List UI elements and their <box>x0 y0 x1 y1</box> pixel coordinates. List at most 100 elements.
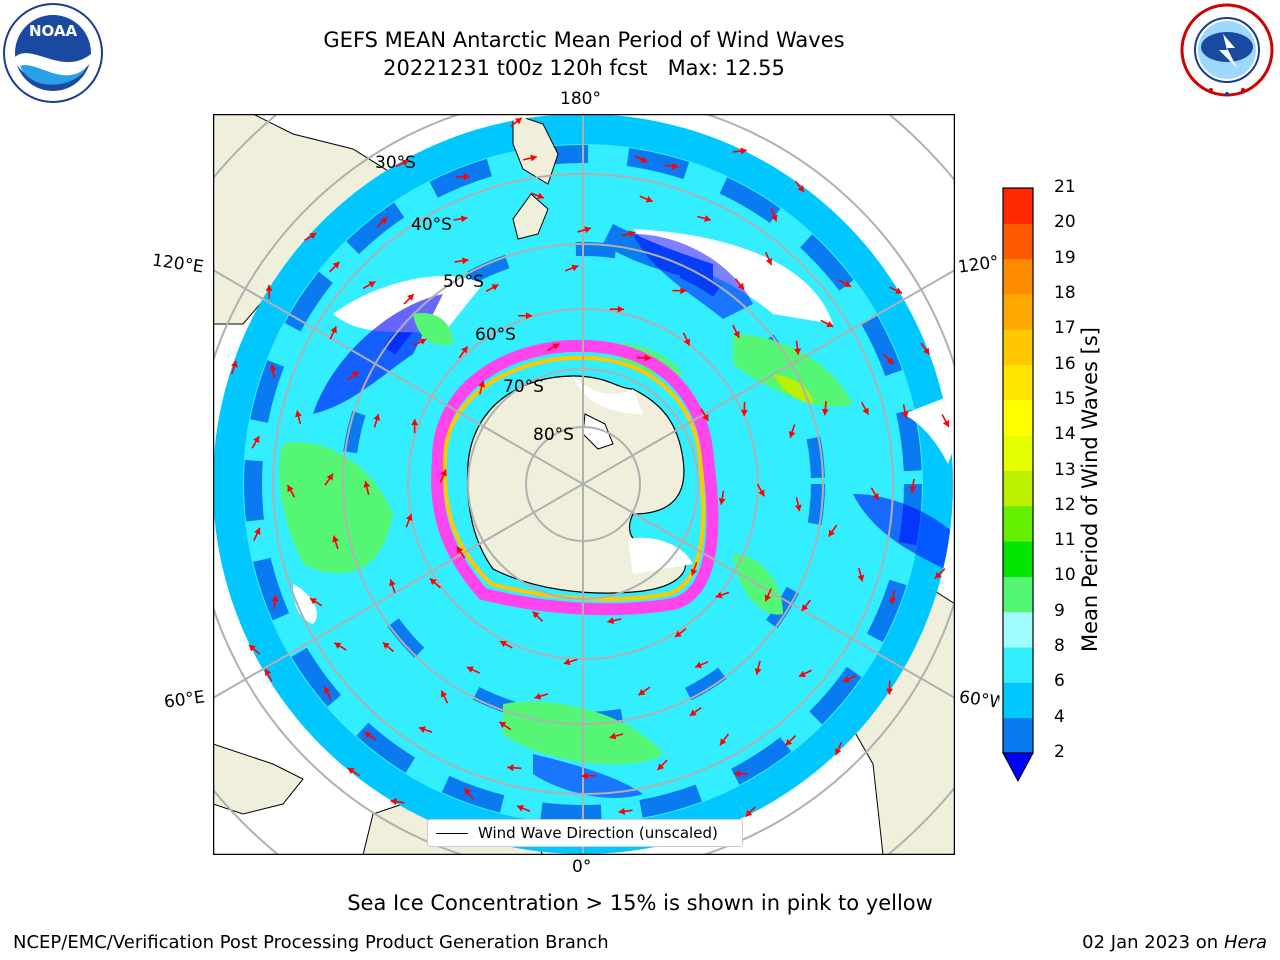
sea-ice-note: Sea Ice Concentration > 15% is shown in … <box>347 891 933 915</box>
wave-arrow-head <box>264 668 272 676</box>
noaa-logo: NOAA <box>3 3 103 103</box>
wave-arrow-head <box>407 294 414 301</box>
wave-arrow-head <box>563 658 571 666</box>
wave-arrow-head <box>295 410 302 418</box>
lat-label-80s: 80°S <box>533 425 574 445</box>
wave-arrow-head <box>862 407 869 415</box>
wind-wave-arrows <box>230 117 950 848</box>
wave-arrow-head <box>364 732 372 739</box>
wave-arrow-head <box>785 738 793 746</box>
colorbar-segment <box>1003 647 1033 683</box>
lon-label-60w: 60°W <box>957 687 1001 713</box>
colorbar-tick: 11 <box>1054 530 1076 551</box>
colorbar-segment <box>1003 329 1033 366</box>
wave-arrow-head <box>500 641 507 648</box>
wave-arrow-head <box>419 338 427 345</box>
wave-arrow-head <box>507 764 514 772</box>
colorbar-tick: 14 <box>1054 424 1076 445</box>
wave-arrow-head <box>674 630 682 638</box>
wave-arrow-head <box>835 748 842 756</box>
wave-arrow-head <box>253 436 260 444</box>
colorbar-tick: 12 <box>1054 494 1076 515</box>
wave-arrow-head <box>695 661 703 669</box>
wave-arrow-head <box>737 282 745 290</box>
wave-arrow-head <box>718 498 726 505</box>
wave-arrow-head <box>466 666 474 673</box>
wave-arrow-head <box>581 772 588 780</box>
wave-arrow-head <box>269 363 277 371</box>
wave-arrow-head <box>332 261 340 269</box>
wave-arrow-head <box>765 258 773 265</box>
wave-arrow-head <box>464 788 471 795</box>
wave-arrow-head <box>704 215 711 222</box>
wave-arrow-head <box>552 343 560 350</box>
colorbar-tick: 8 <box>1054 636 1065 657</box>
wave-arrow-head <box>794 348 801 355</box>
colorbar-tick: 13 <box>1054 459 1076 480</box>
colorbar-segment <box>1003 399 1033 436</box>
wave-arrow-head <box>326 473 334 481</box>
wave-arrow-head <box>886 688 894 695</box>
wave-arrow-head <box>491 284 499 291</box>
wave-arrow-head <box>271 595 279 602</box>
wave-arrow-head <box>461 346 468 354</box>
wave-arrow-head <box>934 571 942 579</box>
wave-arrow-head <box>330 326 337 334</box>
colorbar-segment <box>1003 223 1033 260</box>
wave-arrow-head <box>872 492 879 500</box>
colorbar-tick: 15 <box>1054 388 1076 409</box>
wave-arrow-head <box>418 726 426 733</box>
colorbar-tick: 21 <box>1054 177 1076 197</box>
credit-date: 02 Jan 2023 on Hera <box>1082 932 1267 953</box>
wave-arrow-head <box>440 469 447 477</box>
wave-arrow-head <box>719 738 727 746</box>
lon-label-180: 180° <box>560 89 601 109</box>
wave-arrow-head <box>517 804 524 812</box>
wave-arrow-head <box>324 686 331 694</box>
colorbar-tick: 10 <box>1054 565 1076 586</box>
wave-arrow-head <box>771 214 778 222</box>
wave-arrow-head <box>571 264 579 272</box>
wave-arrow-head <box>526 312 533 320</box>
colorbar-segment <box>1003 188 1033 224</box>
colorbar-segment <box>1003 505 1033 542</box>
wave-arrow-head <box>440 690 448 698</box>
wave-arrow-head <box>456 546 464 554</box>
colorbar-segment <box>1003 541 1033 577</box>
wave-arrow-head <box>764 594 772 602</box>
wave-arrow-head <box>797 185 805 193</box>
wave-arrow-head <box>690 568 698 576</box>
wave-arrow-head <box>607 617 615 625</box>
colorbar <box>1002 187 1034 783</box>
wave-arrow-head <box>411 419 419 426</box>
colorbar-segment <box>1003 682 1033 719</box>
wave-arrow-head <box>401 159 409 167</box>
legend-text: Wind Wave Direction (unscaled) <box>478 824 718 842</box>
colorbar-segment <box>1003 717 1033 754</box>
wave-arrow-head <box>828 529 835 537</box>
lat-label-60s: 60°S <box>475 325 516 345</box>
wave-arrow-head <box>351 371 359 378</box>
wave-arrow-head <box>734 770 741 778</box>
colorbar-segment <box>1003 576 1033 613</box>
colorbar-tick: 17 <box>1054 318 1076 339</box>
nws-logo <box>1180 3 1274 97</box>
chart-title: GEFS MEAN Antarctic Mean Period of Wind … <box>214 26 954 82</box>
colorbar-tick: 20 <box>1054 212 1076 233</box>
credit-machine: Hera <box>1223 932 1267 953</box>
colorbar-segment <box>1003 293 1033 330</box>
wave-arrow-head <box>821 408 829 416</box>
wave-arrow-head <box>758 489 765 497</box>
wave-arrow-head <box>332 535 339 543</box>
wave-arrow-head <box>537 192 544 200</box>
wave-arrow-head <box>745 809 753 817</box>
wave-arrow-head <box>886 357 894 365</box>
lon-label-120w: 120°W <box>956 252 1000 278</box>
wave-arrow-head <box>638 688 646 696</box>
wave-arrow-head <box>478 380 486 388</box>
colorbar-tick: 6 <box>1054 671 1065 692</box>
colorbar-tick: 19 <box>1054 247 1076 268</box>
wave-arrow-head <box>645 196 653 203</box>
wave-arrow-head <box>672 162 679 170</box>
colorbar-tick: 2 <box>1054 742 1065 762</box>
